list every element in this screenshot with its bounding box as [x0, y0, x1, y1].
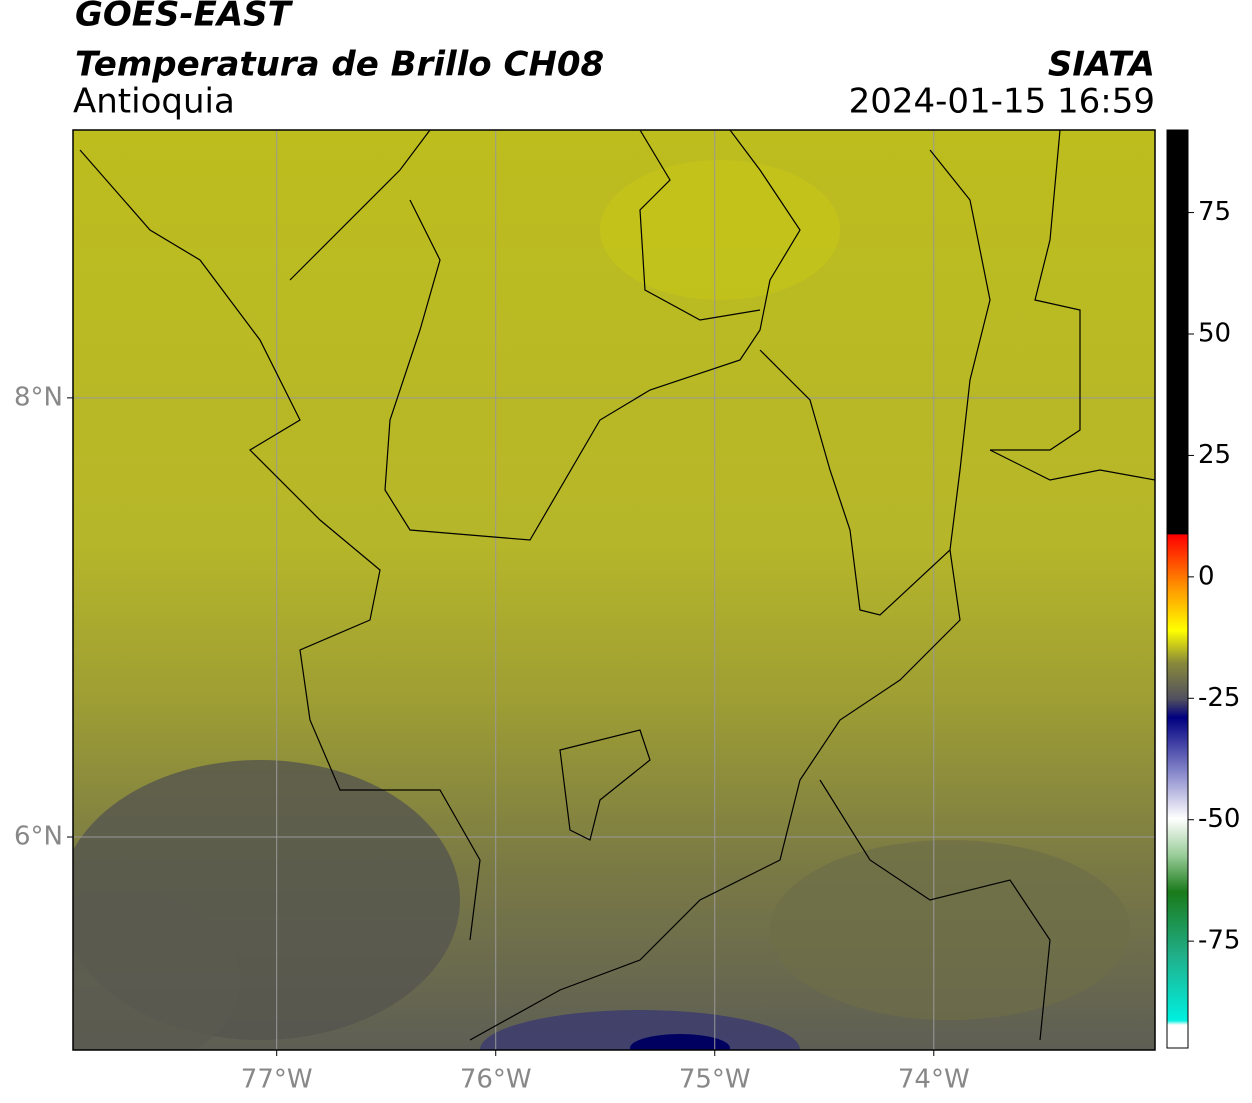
- title: GOES-EAST: [75, 0, 294, 35]
- borders: [79, 130, 1155, 1041]
- y-tick-label: 8°N: [14, 382, 63, 412]
- subtitle: Temperatura de Brillo CH08: [75, 45, 604, 85]
- source: SIATA: [1048, 45, 1155, 85]
- colorbar-tick-label: 0: [1198, 561, 1215, 591]
- map-frame: [72, 129, 1156, 1051]
- x-tick-label: 77°W: [241, 1065, 313, 1095]
- colorbar-tick-label: -25: [1198, 683, 1240, 713]
- x-tick-label: 75°W: [679, 1065, 751, 1095]
- satellite-field: [73, 130, 1155, 1050]
- colorbar-tick-label: 75: [1198, 197, 1231, 227]
- x-tick-label: 76°W: [460, 1065, 532, 1095]
- y-tick-label: 6°N: [14, 822, 63, 852]
- colorbar: [1166, 129, 1189, 1049]
- colorbar-tick-label: -50: [1198, 804, 1240, 834]
- colorbar-tick-label: 25: [1198, 440, 1231, 470]
- datetime: 2024-01-15 16:59: [849, 82, 1155, 122]
- colorbar-tick-label: 50: [1198, 319, 1231, 349]
- colorbar-tick-label: -75: [1198, 926, 1240, 956]
- x-tick-label: 74°W: [898, 1065, 970, 1095]
- region: Antioquia: [73, 82, 235, 122]
